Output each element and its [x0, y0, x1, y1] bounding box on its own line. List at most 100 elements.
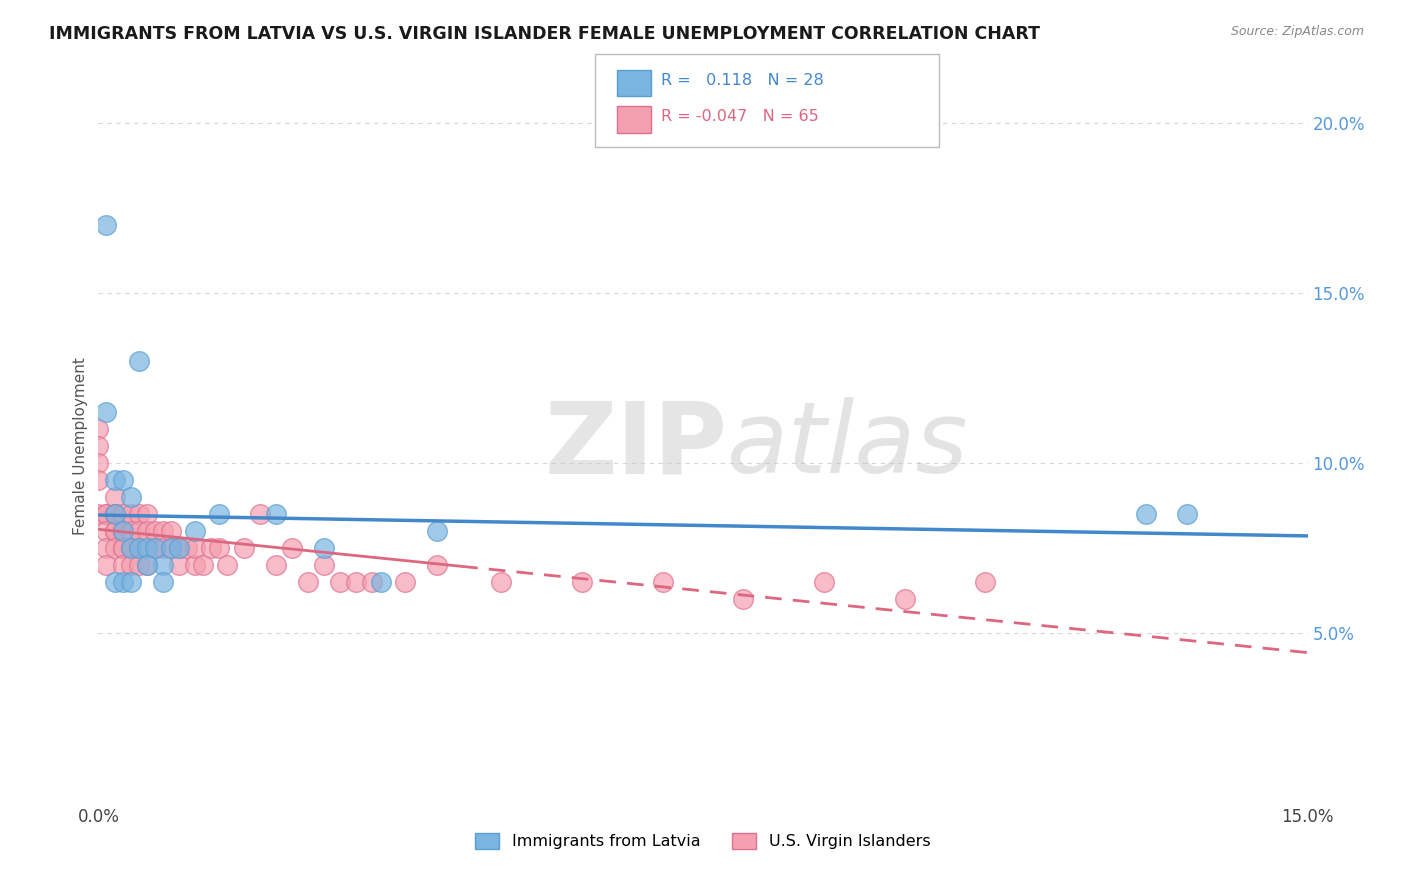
- Point: [103, 541, 125, 555]
- Point: [344, 574, 367, 589]
- Point: [491, 574, 513, 589]
- Point: [135, 558, 157, 572]
- Point: [96, 405, 118, 419]
- Point: [87, 422, 110, 436]
- Point: [111, 541, 134, 555]
- Point: [152, 524, 174, 538]
- Point: [96, 524, 118, 538]
- Point: [1175, 507, 1198, 521]
- Point: [217, 558, 239, 572]
- Point: [103, 507, 125, 521]
- Point: [111, 507, 134, 521]
- Point: [184, 524, 207, 538]
- Point: [193, 558, 215, 572]
- Point: [1135, 507, 1157, 521]
- Point: [128, 541, 150, 555]
- Point: [370, 574, 392, 589]
- Point: [232, 541, 254, 555]
- Point: [111, 574, 134, 589]
- Point: [143, 541, 166, 555]
- Point: [152, 541, 174, 555]
- Point: [103, 490, 125, 504]
- Point: [103, 524, 125, 538]
- Point: [176, 541, 198, 555]
- Point: [733, 591, 755, 606]
- Point: [135, 541, 157, 555]
- Point: [111, 541, 134, 555]
- Point: [103, 507, 125, 521]
- Point: [120, 541, 142, 555]
- Point: [160, 541, 183, 555]
- Point: [314, 541, 336, 555]
- Point: [128, 507, 150, 521]
- Point: [96, 218, 118, 232]
- Point: [128, 541, 150, 555]
- Point: [135, 558, 157, 572]
- Point: [143, 524, 166, 538]
- Point: [103, 473, 125, 487]
- Text: atlas: atlas: [727, 398, 969, 494]
- Point: [120, 507, 142, 521]
- Point: [184, 558, 207, 572]
- Point: [96, 558, 118, 572]
- Point: [361, 574, 384, 589]
- Point: [87, 473, 110, 487]
- Point: [120, 541, 142, 555]
- Point: [111, 558, 134, 572]
- Y-axis label: Female Unemployment: Female Unemployment: [73, 357, 89, 535]
- Text: Source: ZipAtlas.com: Source: ZipAtlas.com: [1230, 25, 1364, 38]
- Point: [394, 574, 416, 589]
- Text: IMMIGRANTS FROM LATVIA VS U.S. VIRGIN ISLANDER FEMALE UNEMPLOYMENT CORRELATION C: IMMIGRANTS FROM LATVIA VS U.S. VIRGIN IS…: [49, 25, 1040, 43]
- Point: [651, 574, 673, 589]
- Point: [264, 507, 287, 521]
- Point: [120, 524, 142, 538]
- Point: [208, 507, 231, 521]
- Point: [111, 473, 134, 487]
- Point: [297, 574, 319, 589]
- Point: [103, 507, 125, 521]
- Point: [167, 558, 190, 572]
- Text: R =   0.118   N = 28: R = 0.118 N = 28: [661, 73, 824, 88]
- Point: [120, 574, 142, 589]
- Point: [167, 541, 190, 555]
- Point: [103, 524, 125, 538]
- Point: [128, 354, 150, 368]
- Point: [281, 541, 304, 555]
- Point: [87, 456, 110, 470]
- Point: [103, 574, 125, 589]
- Point: [87, 507, 110, 521]
- Point: [152, 558, 174, 572]
- Text: ZIP: ZIP: [544, 398, 727, 494]
- Point: [120, 490, 142, 504]
- Point: [111, 524, 134, 538]
- Point: [426, 524, 449, 538]
- Point: [135, 507, 157, 521]
- Point: [893, 591, 915, 606]
- Point: [96, 507, 118, 521]
- Point: [184, 541, 207, 555]
- Point: [813, 574, 835, 589]
- Point: [329, 574, 352, 589]
- Point: [96, 541, 118, 555]
- Point: [135, 524, 157, 538]
- Point: [426, 558, 449, 572]
- Point: [120, 558, 142, 572]
- Point: [571, 574, 593, 589]
- Point: [160, 541, 183, 555]
- Point: [208, 541, 231, 555]
- Point: [160, 524, 183, 538]
- Point: [264, 558, 287, 572]
- Point: [152, 574, 174, 589]
- Point: [128, 524, 150, 538]
- Point: [128, 558, 150, 572]
- Point: [87, 439, 110, 453]
- Point: [249, 507, 271, 521]
- Text: R = -0.047   N = 65: R = -0.047 N = 65: [661, 109, 818, 124]
- Point: [200, 541, 222, 555]
- Point: [111, 524, 134, 538]
- Point: [974, 574, 997, 589]
- Legend: Immigrants from Latvia, U.S. Virgin Islanders: Immigrants from Latvia, U.S. Virgin Isla…: [468, 826, 938, 855]
- Point: [314, 558, 336, 572]
- Point: [167, 541, 190, 555]
- Point: [96, 507, 118, 521]
